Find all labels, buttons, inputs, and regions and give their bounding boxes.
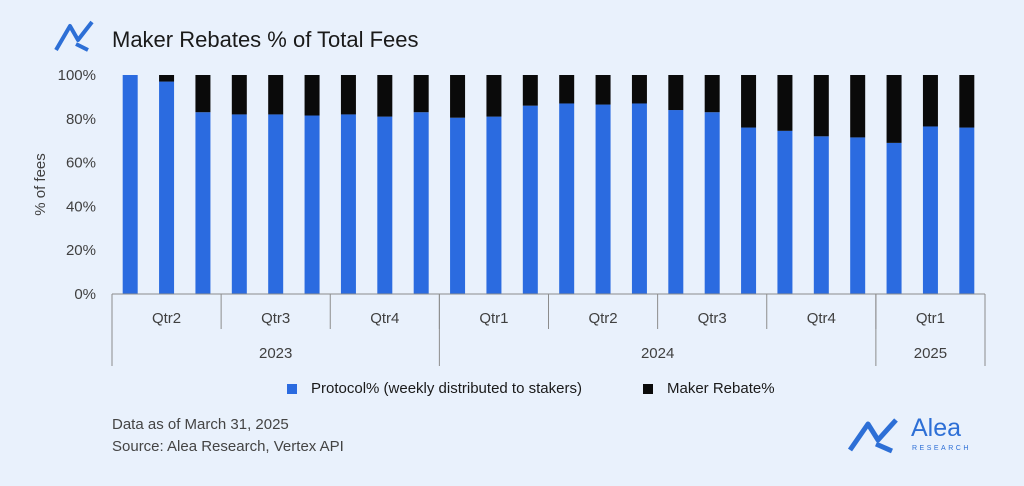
y-tick-label: 40%	[66, 198, 96, 215]
bar-maker-rebate	[486, 75, 502, 117]
bar-protocol	[704, 112, 720, 294]
bar-maker-rebate	[231, 75, 247, 115]
x-quarter-label: Qtr1	[916, 310, 945, 327]
bar-maker-rebate	[595, 75, 611, 105]
bar-protocol	[631, 103, 647, 294]
bar-maker-rebate	[922, 75, 938, 127]
legend-swatch-rebate	[643, 383, 653, 394]
stacked-bar-chart: 0% 20% 40% 60% 80% 100% % of fees Qtr2 Qtr3 Qtr4 Q…	[32, 67, 986, 366]
bar-protocol	[741, 127, 757, 294]
bar-maker-rebate	[450, 75, 466, 118]
x-quarter-label: Qtr2	[152, 310, 181, 327]
bar-maker-rebate	[741, 75, 757, 128]
bar-maker-rebate	[631, 75, 647, 104]
bar-protocol	[159, 81, 175, 294]
bar-protocol	[850, 137, 866, 294]
bar-maker-rebate	[777, 75, 793, 131]
bar-protocol	[304, 115, 320, 294]
x-quarter-label: Qtr4	[370, 310, 399, 327]
chart-title: Maker Rebates % of Total Fees	[112, 27, 419, 52]
bar-maker-rebate	[522, 75, 538, 106]
bar-protocol	[813, 136, 829, 294]
alea-brand-icon	[847, 418, 898, 454]
bar-maker-rebate	[668, 75, 684, 111]
bar-protocol	[959, 127, 975, 294]
legend-item-protocol: Protocol% (weekly distributed to stakers…	[287, 380, 582, 397]
footnote-date: Data as of March 31, 2025	[112, 416, 289, 433]
x-year-label: 2023	[259, 345, 292, 362]
bar-maker-rebate	[340, 75, 356, 115]
bar-protocol	[486, 116, 502, 294]
footnote: Data as of March 31, 2025 Source: Alea R…	[112, 414, 344, 458]
bar-protocol	[522, 105, 538, 294]
bar-maker-rebate	[268, 75, 284, 115]
bar-protocol	[377, 116, 393, 294]
bar-maker-rebate	[959, 75, 975, 128]
bar-maker-rebate	[813, 75, 829, 137]
bar-protocol	[595, 104, 611, 294]
y-tick-label: 20%	[66, 242, 96, 259]
bar-protocol	[559, 103, 575, 294]
bar-maker-rebate	[704, 75, 720, 113]
bar-protocol	[340, 114, 356, 294]
brand-name: Alea	[911, 414, 962, 442]
bar-maker-rebate	[413, 75, 429, 113]
x-quarter-label: Qtr4	[807, 310, 836, 327]
y-tick-label: 60%	[66, 155, 96, 172]
bar-maker-rebate	[195, 75, 211, 113]
x-quarter-label: Qtr3	[698, 310, 727, 327]
brand-subtitle: RESEARCH	[912, 445, 971, 452]
bar-protocol	[195, 112, 211, 294]
bar-protocol	[886, 142, 902, 294]
bar-protocol	[668, 110, 684, 294]
legend-item-rebate: Maker Rebate%	[643, 380, 775, 397]
y-tick-label: 100%	[58, 67, 96, 84]
bar-maker-rebate	[304, 75, 320, 116]
x-quarter-label: Qtr3	[261, 310, 290, 327]
legend-label-rebate: Maker Rebate%	[667, 380, 775, 397]
x-quarter-label: Qtr1	[479, 310, 508, 327]
footnote-source: Source: Alea Research, Vertex API	[112, 438, 344, 455]
legend-label-protocol: Protocol% (weekly distributed to stakers…	[311, 380, 582, 397]
bar-maker-rebate	[850, 75, 866, 138]
legend-swatch-protocol	[287, 383, 297, 394]
x-year-label: 2024	[641, 345, 674, 362]
bar-protocol	[231, 114, 247, 294]
y-axis-label: % of fees	[32, 153, 49, 216]
bar-maker-rebate	[159, 75, 175, 82]
bar-maker-rebate	[886, 75, 902, 143]
bar-protocol	[122, 75, 138, 294]
y-tick-label: 0%	[74, 286, 96, 303]
bar-protocol	[922, 126, 938, 294]
alea-logo-icon	[54, 20, 94, 52]
bar-protocol	[450, 117, 466, 294]
bar-maker-rebate	[559, 75, 575, 104]
bar-protocol	[777, 130, 793, 294]
bar-protocol	[268, 114, 284, 294]
x-year-label: 2025	[914, 345, 947, 362]
bar-protocol	[413, 112, 429, 294]
y-tick-label: 80%	[66, 111, 96, 128]
x-quarter-label: Qtr2	[588, 310, 617, 327]
bar-maker-rebate	[377, 75, 393, 117]
